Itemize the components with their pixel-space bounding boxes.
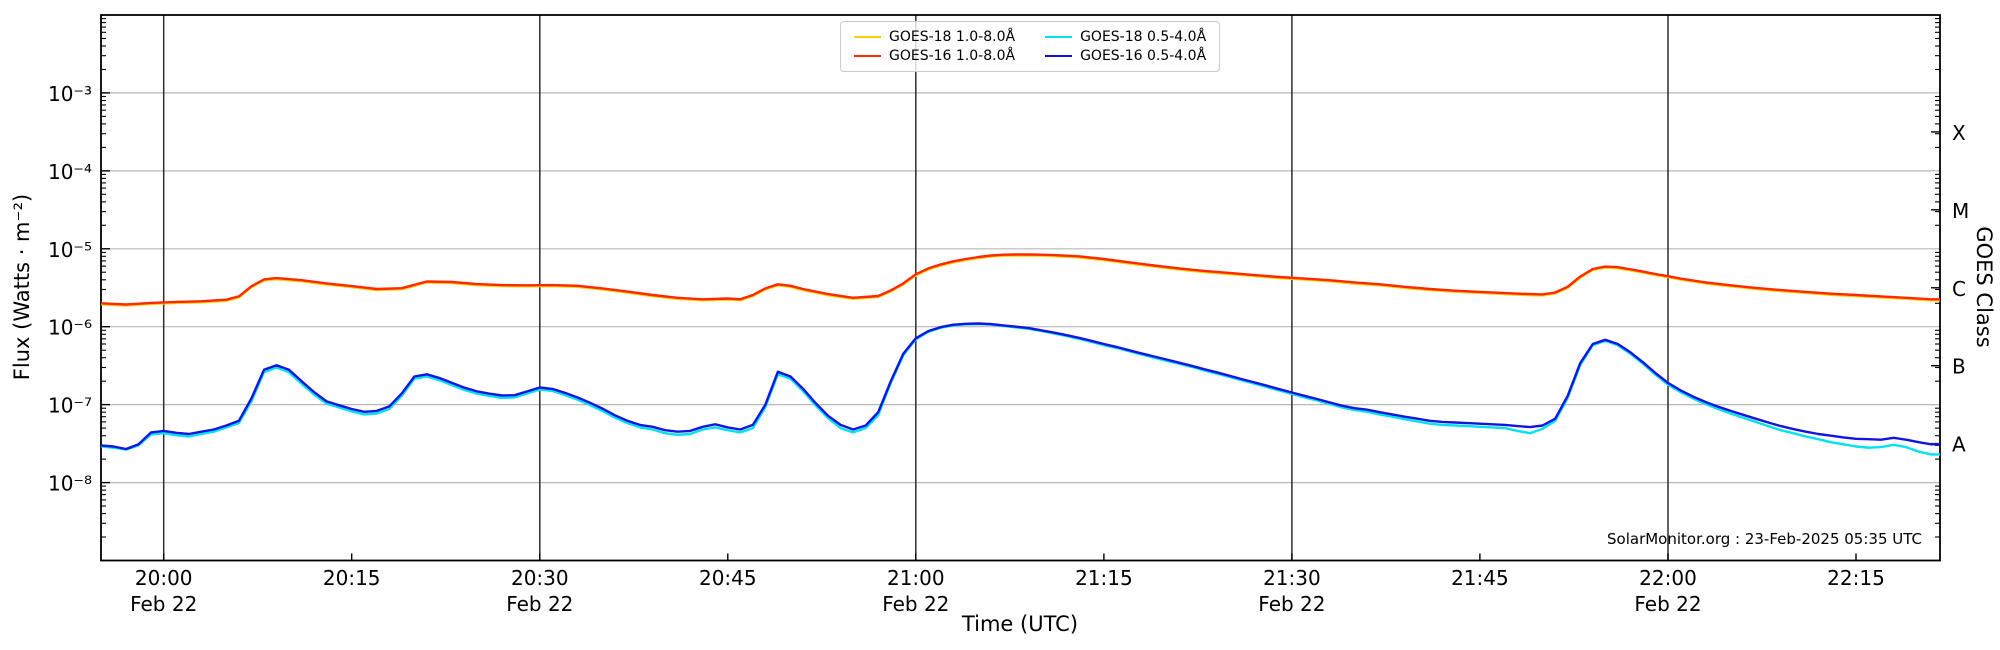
x-tick-label: 21:15 [1075,566,1133,590]
y-tick-label: 10⁻³ [48,82,92,106]
legend-item-goes16_short: GOES-16 0.5-4.0Å [1045,48,1206,64]
legend-line-swatch-goes18_short [1045,36,1073,38]
y-axis-label: Flux (Watts · m⁻²) [10,193,34,381]
x-tick-label: 22:00 [1639,566,1697,590]
goes-class-label: X [1952,121,1966,145]
goes-class-label: M [1952,199,1969,223]
x-tick-date-label: Feb 22 [882,592,949,616]
series-line-goes18_short [101,322,1940,456]
x-tick-label: 20:30 [511,566,569,590]
x-tick-date-label: Feb 22 [1258,592,1325,616]
x-tick-label: 20:15 [323,566,381,590]
goes-class-label: A [1952,433,1966,457]
series-line-goes16_short [101,322,1940,451]
x-tick-label: 21:45 [1451,566,1509,590]
x-tick-date-label: Feb 22 [506,592,573,616]
goes-class-label: B [1952,355,1966,379]
legend-line-swatch-goes16_short [1045,55,1073,57]
goes-class-label: C [1952,277,1966,301]
series-line-goes18_long [101,254,1940,307]
x-tick-label: 21:00 [887,566,945,590]
y-tick-label: 10⁻⁷ [48,394,92,418]
y-tick-label: 10⁻⁴ [48,160,92,184]
x-tick-label: 20:00 [135,566,193,590]
y-tick-label: 10⁻⁸ [48,472,92,496]
legend-line-swatch-goes16_long [854,55,881,57]
y-tick-label: 10⁻⁶ [48,316,92,340]
legend-item-goes18_short: GOES-18 0.5-4.0Å [1045,29,1206,45]
x-tick-date-label: Feb 22 [1634,592,1701,616]
legend-label-goes16_short: GOES-16 0.5-4.0Å [1080,48,1207,64]
legend-item-goes16_long: GOES-16 1.0-8.0Å [854,48,1015,64]
legend-label-goes18_short: GOES-18 0.5-4.0Å [1080,29,1207,45]
x-tick-label: 21:30 [1263,566,1321,590]
legend-label-goes16_long: GOES-16 1.0-8.0Å [889,48,1016,64]
x-tick-label: 20:45 [699,566,757,590]
series-line-goes16_long [101,253,1940,306]
x-axis-label: Time (UTC) [961,612,1079,636]
legend-item-goes18_long: GOES-18 1.0-8.0Å [854,29,1015,45]
y2-axis-label: GOES Class [1972,226,1996,348]
axes-frame [100,14,1941,562]
x-tick-label: 22:15 [1827,566,1885,590]
watermark-annotation: SolarMonitor.org : 23-Feb-2025 05:35 UTC [1607,530,1922,548]
x-tick-date-label: Feb 22 [130,592,197,616]
legend-label-goes18_long: GOES-18 1.0-8.0Å [889,29,1016,45]
y-tick-label: 10⁻⁵ [48,238,92,262]
legend-line-swatch-goes18_long [854,36,881,38]
legend: GOES-18 1.0-8.0Å GOES-16 1.0-8.0Å GOES-18 … [840,21,1221,72]
